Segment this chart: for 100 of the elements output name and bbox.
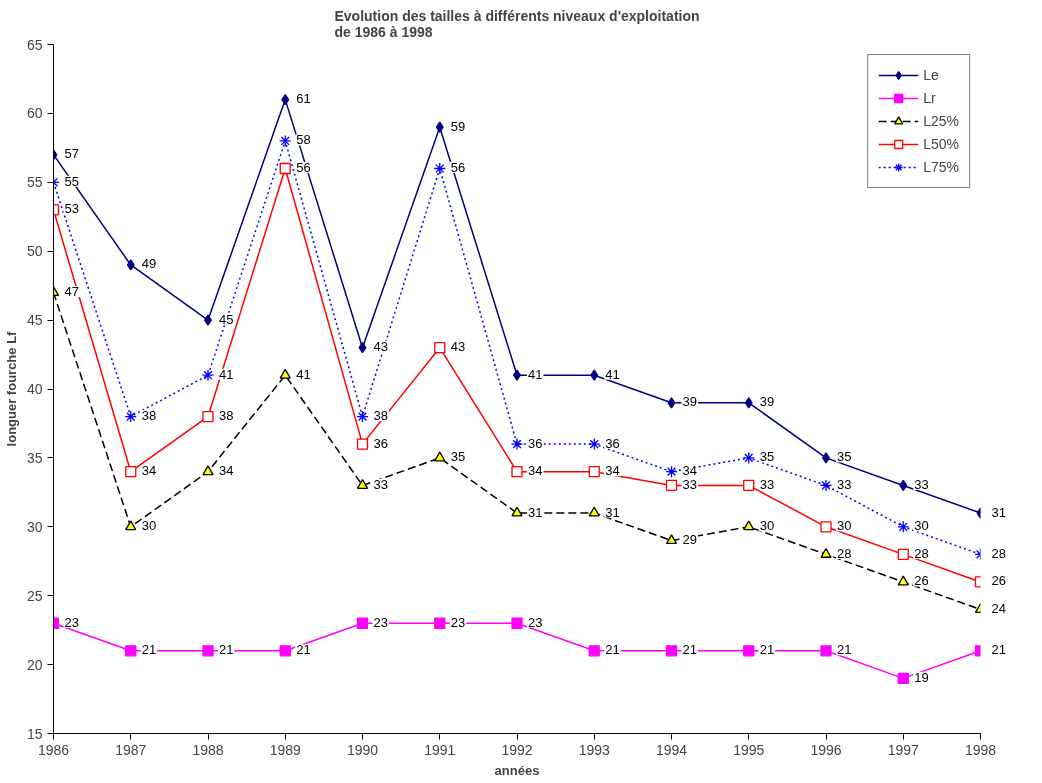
x-tick-label: 1996 bbox=[810, 741, 842, 758]
legend-label: Lr bbox=[923, 90, 937, 106]
data-label: 49 bbox=[141, 256, 157, 272]
point bbox=[511, 506, 523, 517]
point bbox=[434, 342, 446, 354]
x-tick-label: 1992 bbox=[501, 741, 533, 758]
data-label: 33 bbox=[373, 476, 388, 492]
point bbox=[356, 410, 369, 423]
point bbox=[897, 520, 910, 533]
point bbox=[201, 369, 215, 382]
data-label: 58 bbox=[296, 132, 311, 148]
point bbox=[743, 645, 755, 657]
point bbox=[279, 645, 291, 657]
data-label: 23 bbox=[450, 614, 466, 630]
x-axis-title: années bbox=[494, 762, 540, 778]
data-label: 30 bbox=[914, 518, 929, 534]
data-label: 55 bbox=[64, 173, 79, 189]
data-label: 23 bbox=[528, 614, 543, 630]
data-label: 36 bbox=[605, 435, 620, 451]
point bbox=[202, 465, 214, 476]
point bbox=[202, 410, 214, 423]
y-tick-label: 20 bbox=[26, 656, 43, 673]
point bbox=[744, 397, 753, 409]
point bbox=[434, 451, 446, 462]
point bbox=[588, 506, 600, 517]
data-label: 33 bbox=[914, 476, 929, 492]
data-label: 28 bbox=[837, 545, 852, 561]
point bbox=[124, 410, 137, 423]
point bbox=[279, 134, 292, 148]
y-tick-label: 45 bbox=[26, 312, 43, 329]
data-label: 21 bbox=[837, 642, 852, 658]
data-label: 21 bbox=[759, 642, 775, 658]
point bbox=[742, 451, 755, 465]
data-label: 21 bbox=[991, 642, 1006, 658]
data-label: 53 bbox=[64, 201, 79, 217]
data-label: 31 bbox=[605, 504, 620, 520]
point bbox=[279, 162, 291, 175]
point bbox=[743, 520, 755, 531]
x-tick-label: 1987 bbox=[115, 741, 147, 758]
data-label: 33 bbox=[837, 476, 852, 492]
data-label: 47 bbox=[64, 284, 79, 300]
point bbox=[820, 547, 832, 558]
x-tick-label: 1993 bbox=[578, 741, 611, 758]
data-label: 19 bbox=[914, 669, 929, 685]
data-label: 59 bbox=[450, 118, 466, 134]
data-label: 34 bbox=[605, 463, 620, 479]
point bbox=[356, 438, 369, 450]
point bbox=[820, 645, 832, 657]
point bbox=[819, 479, 833, 492]
y-tick-label: 55 bbox=[26, 174, 43, 191]
point bbox=[202, 645, 214, 657]
point bbox=[897, 548, 909, 561]
point bbox=[511, 466, 523, 478]
x-tick-label: 1991 bbox=[424, 741, 456, 758]
data-label: 43 bbox=[450, 339, 466, 355]
data-label: 34 bbox=[682, 463, 697, 479]
data-label: 34 bbox=[141, 463, 157, 479]
data-label: 21 bbox=[682, 642, 697, 658]
y-tick-label: 35 bbox=[26, 449, 43, 466]
point bbox=[590, 369, 599, 381]
point bbox=[665, 479, 678, 492]
data-label: 35 bbox=[450, 449, 466, 465]
point bbox=[588, 437, 601, 451]
point bbox=[588, 645, 600, 657]
data-label: 21 bbox=[219, 642, 234, 658]
point bbox=[665, 645, 678, 657]
point bbox=[125, 520, 137, 531]
x-tick-label: 1988 bbox=[192, 741, 224, 758]
point bbox=[667, 397, 676, 409]
point bbox=[510, 437, 524, 451]
data-label: 30 bbox=[141, 518, 157, 534]
data-label: 30 bbox=[759, 518, 775, 534]
data-label: 38 bbox=[219, 408, 234, 424]
data-label: 38 bbox=[141, 408, 157, 424]
y-axis-title: longuer fourche Lf bbox=[3, 330, 19, 447]
data-label: 61 bbox=[296, 91, 311, 107]
point bbox=[125, 645, 137, 657]
point bbox=[897, 672, 909, 685]
point bbox=[126, 259, 135, 271]
data-label: 23 bbox=[373, 614, 388, 630]
legend-label: L50% bbox=[923, 136, 959, 152]
data-label: 31 bbox=[991, 504, 1006, 520]
data-label: 28 bbox=[914, 545, 929, 561]
data-label: 56 bbox=[450, 160, 466, 176]
data-label: 45 bbox=[219, 311, 234, 327]
data-label: 23 bbox=[64, 614, 79, 630]
data-label: 34 bbox=[528, 463, 543, 479]
data-label: 33 bbox=[682, 476, 697, 492]
data-label: 57 bbox=[64, 146, 79, 162]
point bbox=[358, 342, 367, 354]
x-tick-label: 1986 bbox=[37, 741, 70, 758]
point bbox=[820, 521, 832, 533]
legend-label: Le bbox=[923, 67, 940, 83]
data-label: 21 bbox=[605, 642, 620, 658]
point bbox=[435, 121, 444, 133]
y-tick-label: 50 bbox=[26, 243, 43, 260]
data-label: 56 bbox=[296, 160, 311, 176]
data-label: 41 bbox=[219, 366, 234, 382]
point bbox=[356, 617, 369, 629]
data-label: 35 bbox=[837, 449, 852, 465]
